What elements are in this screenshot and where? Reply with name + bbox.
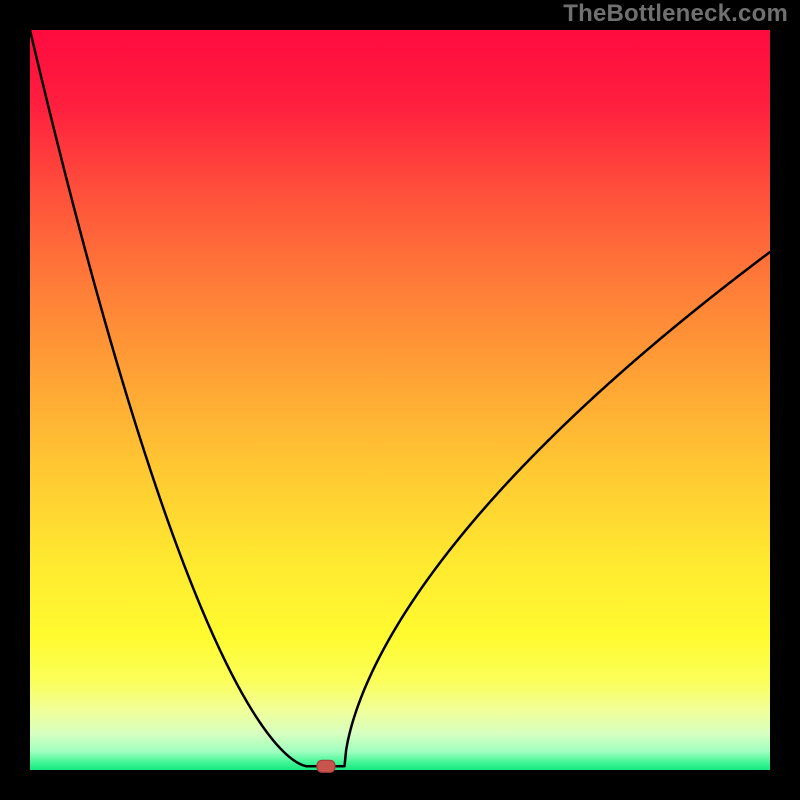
watermark-text: TheBottleneck.com [563,0,788,28]
bottleneck-chart [0,0,800,800]
optimal-marker [317,760,335,772]
plot-background [30,30,770,770]
